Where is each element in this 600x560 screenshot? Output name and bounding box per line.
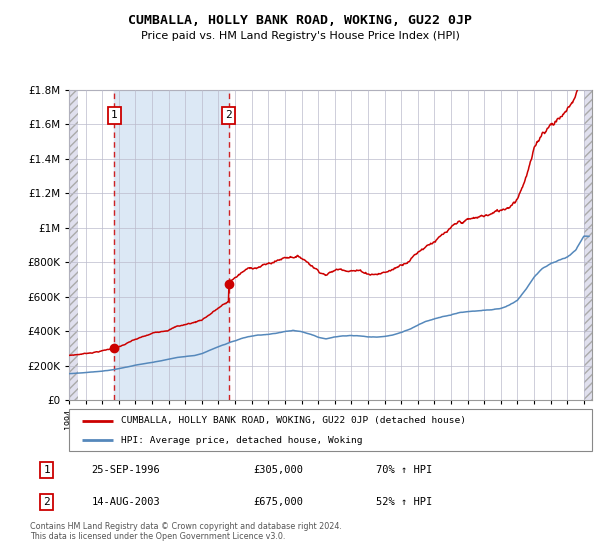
Text: £675,000: £675,000	[253, 497, 303, 507]
Text: 1: 1	[111, 110, 118, 120]
Text: HPI: Average price, detached house, Woking: HPI: Average price, detached house, Woki…	[121, 436, 363, 445]
Text: £305,000: £305,000	[253, 465, 303, 475]
Text: 25-SEP-1996: 25-SEP-1996	[91, 465, 160, 475]
Bar	[115, 90, 229, 400]
Text: 2: 2	[43, 497, 50, 507]
Text: 2: 2	[226, 110, 232, 120]
Text: 52% ↑ HPI: 52% ↑ HPI	[376, 497, 432, 507]
FancyBboxPatch shape	[69, 409, 592, 451]
Text: 14-AUG-2003: 14-AUG-2003	[91, 497, 160, 507]
Text: 70% ↑ HPI: 70% ↑ HPI	[376, 465, 432, 475]
Text: Price paid vs. HM Land Registry's House Price Index (HPI): Price paid vs. HM Land Registry's House …	[140, 31, 460, 41]
Text: 1: 1	[43, 465, 50, 475]
Text: CUMBALLA, HOLLY BANK ROAD, WOKING, GU22 0JP: CUMBALLA, HOLLY BANK ROAD, WOKING, GU22 …	[128, 14, 472, 27]
Bar	[69, 90, 78, 400]
Text: CUMBALLA, HOLLY BANK ROAD, WOKING, GU22 0JP (detached house): CUMBALLA, HOLLY BANK ROAD, WOKING, GU22 …	[121, 416, 466, 425]
Bar	[584, 90, 594, 400]
Text: Contains HM Land Registry data © Crown copyright and database right 2024.
This d: Contains HM Land Registry data © Crown c…	[30, 522, 342, 542]
